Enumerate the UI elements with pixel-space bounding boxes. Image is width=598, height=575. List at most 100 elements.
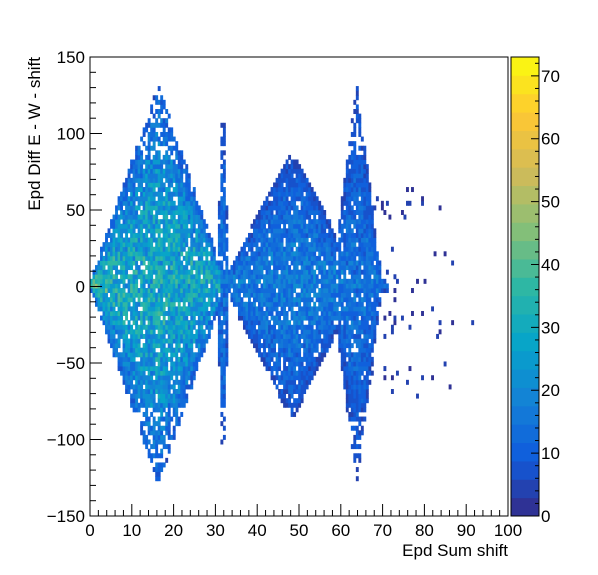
heatmap-cell: [225, 288, 229, 294]
heatmap-cell: [182, 338, 186, 344]
heatmap-cell: [355, 407, 359, 413]
heatmap-cell: [358, 421, 362, 427]
heatmap-cell: [373, 274, 377, 280]
heatmap-cell: [333, 297, 337, 303]
heatmap-cell: [190, 210, 194, 215]
heatmap-cell: [235, 269, 239, 275]
heatmap-cell: [187, 228, 191, 234]
heatmap-cell: [152, 356, 156, 362]
heatmap-cell: [258, 329, 261, 335]
heatmap-cell: [355, 182, 359, 188]
heatmap-cell: [280, 297, 284, 303]
heatmap-cell: [270, 269, 274, 275]
heatmap-cell: [155, 444, 159, 450]
heatmap-cell: [120, 269, 124, 275]
heatmap-cell: [150, 269, 154, 275]
heatmap-cell: [197, 283, 201, 289]
heatmap-cell: [265, 288, 269, 294]
heatmap-cell: [100, 251, 103, 257]
heatmap-cell: [265, 214, 269, 220]
heatmap-cell: [270, 288, 274, 294]
heatmap-cell: [222, 131, 226, 137]
heatmap-cell: [350, 246, 354, 252]
heatmap-cell: [300, 260, 304, 266]
heatmap-cell: [112, 333, 116, 339]
heatmap-cell: [451, 260, 455, 266]
heatmap-cell: [303, 182, 307, 188]
heatmap-cell: [147, 196, 151, 202]
heatmap-cell: [180, 210, 184, 215]
heatmap-cell: [303, 255, 307, 261]
heatmap-cell: [343, 187, 347, 193]
heatmap-cell: [155, 421, 159, 427]
heatmap-cell: [175, 402, 179, 408]
heatmap-cell: [280, 246, 284, 252]
heatmap-cell: [220, 361, 224, 367]
heatmap-cell: [187, 352, 191, 358]
heatmap-cell: [192, 196, 196, 202]
heatmap-cell: [278, 375, 282, 381]
heatmap-cell: [303, 384, 307, 390]
y-axis-title: Epd Diff E - W - shift: [25, 57, 44, 211]
heatmap-cell: [117, 278, 121, 284]
heatmap-cell: [195, 265, 199, 271]
heatmap-cell: [142, 402, 146, 408]
heatmap-cell: [137, 338, 141, 344]
heatmap-cell: [293, 278, 297, 284]
heatmap-cell: [187, 283, 191, 289]
heatmap-cell: [340, 352, 344, 358]
heatmap-cell: [313, 315, 317, 321]
heatmap-cell: [155, 402, 159, 408]
heatmap-cell: [182, 384, 186, 390]
heatmap-cell: [353, 260, 357, 266]
heatmap-cell: [283, 246, 287, 252]
heatmap-cell: [175, 347, 179, 353]
heatmap-cell: [328, 223, 332, 229]
heatmap-cell: [225, 223, 229, 229]
heatmap-cell: [365, 347, 369, 353]
heatmap-cell: [308, 347, 312, 353]
heatmap-cell: [122, 338, 126, 344]
heatmap-cell: [202, 246, 206, 252]
heatmap-cell: [180, 411, 184, 417]
heatmap-cell: [318, 333, 322, 339]
heatmap-cell: [350, 393, 354, 399]
heatmap-cell: [137, 196, 141, 202]
heatmap-cell: [220, 379, 224, 385]
heatmap-cell: [358, 265, 362, 271]
heatmap-cell: [147, 219, 151, 225]
heatmap-cell: [142, 315, 146, 321]
heatmap-cell: [157, 370, 161, 376]
heatmap-cell: [147, 352, 151, 358]
heatmap-cell: [137, 402, 141, 408]
heatmap-cell: [137, 154, 141, 160]
heatmap-cell: [335, 269, 339, 275]
heatmap-cell: [162, 187, 166, 193]
heatmap-cell: [110, 324, 113, 330]
heatmap-cell: [110, 232, 113, 238]
heatmap-cell: [318, 301, 322, 307]
heatmap-cell: [147, 265, 151, 271]
heatmap-cell: [152, 407, 156, 413]
heatmap-cell: [370, 223, 374, 229]
heatmap-cell: [107, 278, 111, 284]
heatmap-cell: [365, 210, 369, 215]
heatmap-cell: [310, 187, 314, 193]
heatmap-cell: [107, 260, 111, 266]
heatmap-cell: [283, 173, 287, 179]
heatmap-cell: [187, 329, 191, 335]
heatmap-cell: [280, 205, 284, 211]
heatmap-cell: [132, 343, 136, 349]
heatmap-cell: [330, 329, 334, 335]
heatmap-cell: [280, 191, 284, 197]
heatmap-cell: [182, 196, 186, 202]
heatmap-cell: [140, 246, 144, 252]
heatmap-cell: [275, 246, 279, 252]
heatmap-cell: [157, 219, 161, 225]
heatmap-cell: [135, 265, 139, 271]
heatmap-cell: [175, 370, 179, 376]
heatmap-cell: [333, 301, 337, 307]
heatmap-cell: [150, 356, 154, 362]
heatmap-cell: [358, 154, 362, 160]
heatmap-cell: [320, 223, 324, 229]
